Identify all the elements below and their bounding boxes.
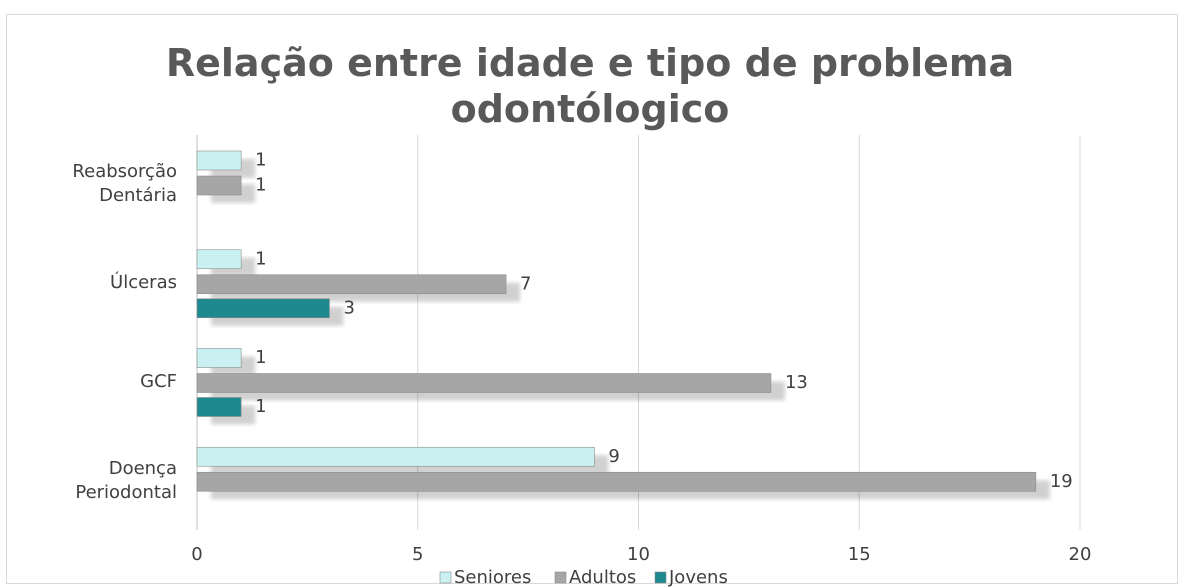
- legend-label: Jovens: [668, 567, 728, 588]
- bar: [196, 471, 1037, 492]
- bar: [196, 446, 595, 467]
- bar: [196, 373, 772, 393]
- bar: [196, 397, 242, 417]
- data-label: 3: [343, 297, 354, 318]
- chart-frame: [6, 14, 1178, 584]
- y-tick-label: GCF: [140, 370, 177, 392]
- x-tick-label: 15: [848, 544, 871, 565]
- bar: [196, 274, 507, 295]
- x-tick-label: 20: [1069, 544, 1092, 565]
- data-label: 1: [255, 248, 266, 269]
- bar: [196, 175, 242, 196]
- data-label: 13: [785, 372, 808, 393]
- data-label: 1: [255, 150, 266, 171]
- bar: [196, 298, 330, 319]
- y-tick-label: Reabsorção Dentária: [72, 161, 177, 207]
- bar: [196, 249, 242, 270]
- x-tick-label: 10: [627, 544, 650, 565]
- legend-swatch: [439, 571, 452, 584]
- y-tick-label: Doença Periodontal: [75, 457, 177, 503]
- y-tick-label: Úlceras: [110, 272, 177, 294]
- data-label: 1: [255, 347, 266, 368]
- data-label: 1: [255, 175, 266, 196]
- data-label: 9: [608, 446, 619, 467]
- legend-swatch: [654, 571, 667, 584]
- legend-label: Seniores: [454, 567, 531, 588]
- legend-label: Adultos: [569, 567, 636, 588]
- bar: [196, 348, 242, 368]
- bar: [196, 150, 242, 171]
- x-tick-label: 0: [191, 544, 202, 565]
- legend-swatch: [554, 571, 567, 584]
- data-label: 19: [1050, 471, 1073, 492]
- data-label: 1: [255, 396, 266, 417]
- x-tick-label: 5: [412, 544, 423, 565]
- chart-title: Relação entre idade e tipo de problema o…: [165, 41, 1015, 131]
- data-label: 7: [520, 273, 531, 294]
